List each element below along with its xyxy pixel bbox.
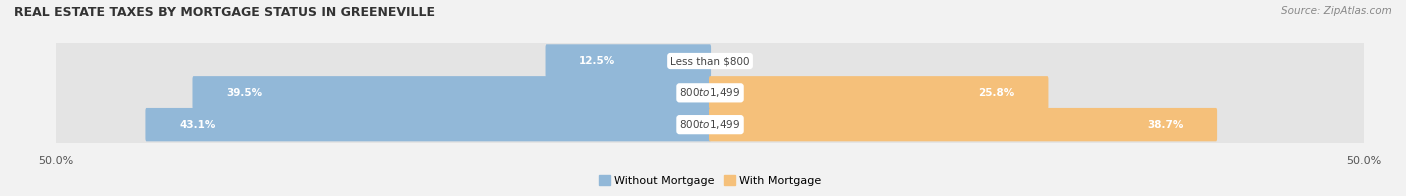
Text: 43.1%: 43.1% <box>179 120 215 130</box>
Text: 38.7%: 38.7% <box>1147 120 1184 130</box>
FancyBboxPatch shape <box>145 108 711 141</box>
Text: 25.8%: 25.8% <box>979 88 1015 98</box>
Text: $800 to $1,499: $800 to $1,499 <box>679 86 741 99</box>
FancyBboxPatch shape <box>709 76 1049 110</box>
Legend: Without Mortgage, With Mortgage: Without Mortgage, With Mortgage <box>599 175 821 186</box>
Text: 39.5%: 39.5% <box>226 88 263 98</box>
FancyBboxPatch shape <box>55 74 1365 111</box>
Text: 12.5%: 12.5% <box>579 56 616 66</box>
FancyBboxPatch shape <box>55 43 1365 79</box>
FancyBboxPatch shape <box>193 76 711 110</box>
FancyBboxPatch shape <box>546 44 711 78</box>
Text: Less than $800: Less than $800 <box>671 56 749 66</box>
FancyBboxPatch shape <box>55 106 1365 143</box>
Text: 0.0%: 0.0% <box>723 56 749 66</box>
Text: REAL ESTATE TAXES BY MORTGAGE STATUS IN GREENEVILLE: REAL ESTATE TAXES BY MORTGAGE STATUS IN … <box>14 6 434 19</box>
Text: Source: ZipAtlas.com: Source: ZipAtlas.com <box>1281 6 1392 16</box>
Text: $800 to $1,499: $800 to $1,499 <box>679 118 741 131</box>
FancyBboxPatch shape <box>709 108 1218 141</box>
